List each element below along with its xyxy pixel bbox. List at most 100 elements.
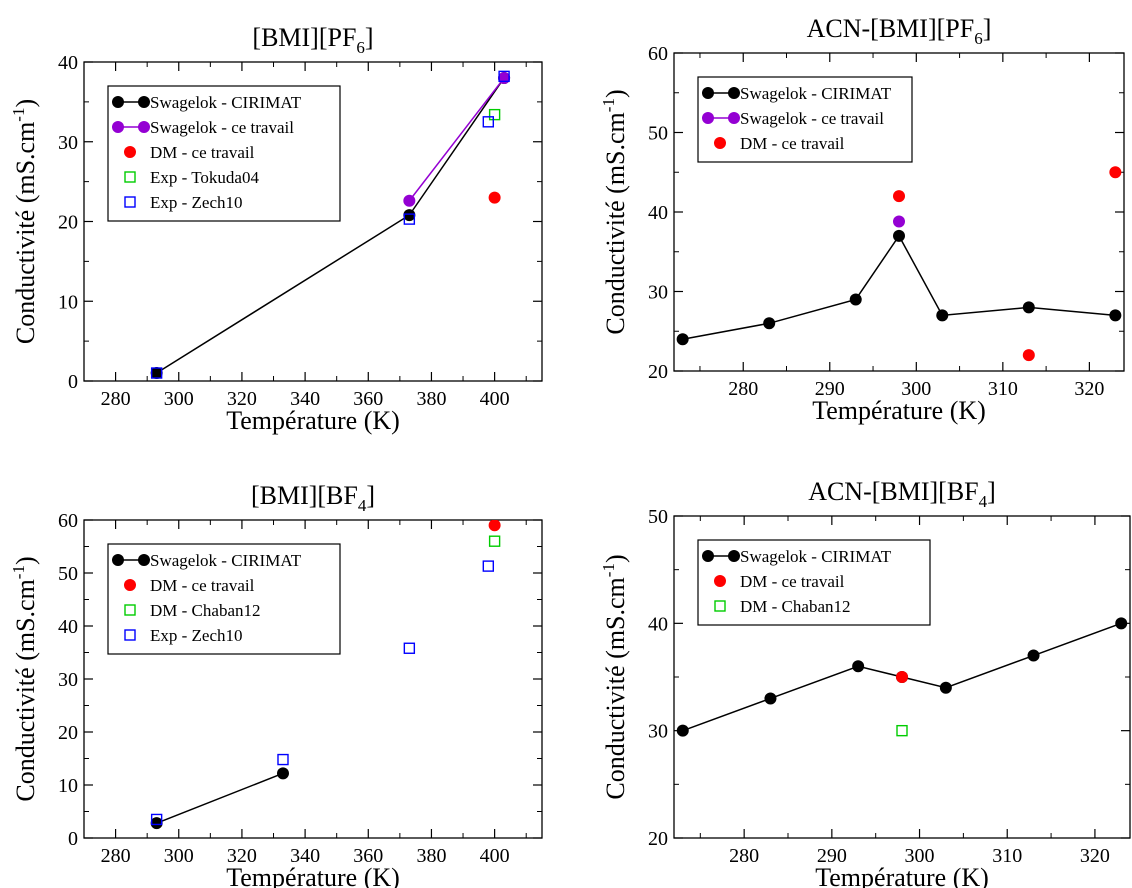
data-point xyxy=(763,317,776,330)
legend-box xyxy=(107,85,341,222)
y-tick-label: 0 xyxy=(68,828,78,850)
data-point xyxy=(276,767,289,780)
data-point xyxy=(896,724,908,737)
x-tick-label: 290 xyxy=(815,378,845,400)
data-point xyxy=(936,309,949,322)
data-point xyxy=(1022,349,1035,362)
legend-marker xyxy=(138,121,150,133)
series xyxy=(488,535,501,547)
series-line xyxy=(408,77,505,202)
y-axis-label-main: Conductivité (mS.cm xyxy=(601,112,630,334)
data-point xyxy=(1027,649,1040,662)
series xyxy=(488,108,501,121)
legend-marker xyxy=(124,171,136,183)
legend-marker xyxy=(124,604,136,616)
chart-4: 280 290 300 310 320 20 30 40 50 ACN-[BMI][BF4] Tem… xyxy=(599,477,1131,888)
data-point xyxy=(849,293,862,306)
data-point xyxy=(150,813,163,826)
legend: Swagelok - CIRIMAT Swagelok - ce travail D… xyxy=(107,85,341,222)
data-point xyxy=(893,190,905,203)
x-tick-label: 300 xyxy=(164,388,194,410)
data-point xyxy=(482,560,495,572)
legend-label: Swagelok - CIRIMAT xyxy=(740,84,892,103)
data-point xyxy=(893,229,905,242)
y-tick-label: 60 xyxy=(58,510,78,532)
chart-title-tail: ] xyxy=(987,477,996,506)
x-tick-label: 290 xyxy=(817,845,847,867)
x-axis-label: Température (K) xyxy=(812,396,986,425)
legend-marker xyxy=(124,196,136,208)
y-axis-label: Conductivité (mS.cm-1) xyxy=(9,556,40,801)
chart-title: ACN-[BMI][BF4] xyxy=(808,477,996,511)
y-axis-label-main: Conductivité (mS.cm xyxy=(11,579,40,801)
data-point xyxy=(277,753,289,766)
legend-label: DM - Chaban12 xyxy=(150,601,260,620)
legend: Swagelok - CIRIMAT Swagelok - ce travail D… xyxy=(697,76,913,163)
y-axis-label-tail: ) xyxy=(11,556,40,565)
series xyxy=(893,215,905,228)
data-point xyxy=(482,116,495,128)
data-point xyxy=(764,692,777,705)
data-layer xyxy=(150,520,501,830)
chart-title: ACN-[BMI][PF6] xyxy=(807,14,992,48)
x-tick-label: 340 xyxy=(290,388,320,410)
series xyxy=(896,671,908,683)
x-tick-label: 280 xyxy=(101,388,131,410)
chart-3: 280 300 320 340 360 380 400 0 10 20 30 40 50 60 [BMI][… xyxy=(9,481,543,888)
data-point xyxy=(676,724,689,737)
y-tick-label: 30 xyxy=(648,282,668,304)
series xyxy=(488,520,501,532)
series xyxy=(896,724,908,737)
series xyxy=(488,191,501,204)
data-point xyxy=(1115,617,1128,630)
data-point xyxy=(150,367,163,379)
chart-title-tail: ] xyxy=(983,14,992,43)
legend-marker xyxy=(138,96,150,108)
series xyxy=(150,767,289,830)
chart-title-main: ACN-[BMI][PF xyxy=(807,14,975,43)
y-axis-label-main: Conductivité (mS.cm xyxy=(601,577,630,799)
legend-marker xyxy=(702,87,714,99)
series-line xyxy=(156,772,284,824)
data-point xyxy=(488,191,501,204)
chart-title-subscript: 4 xyxy=(979,492,988,511)
data-layer xyxy=(676,617,1128,737)
y-tick-label: 30 xyxy=(58,669,78,691)
x-tick-label: 300 xyxy=(164,845,194,867)
y-axis-label-superscript: -1 xyxy=(9,565,28,579)
data-point xyxy=(1109,166,1122,179)
y-tick-label: 40 xyxy=(58,52,78,74)
chart-2: 280 290 300 310 320 20 30 40 50 60 ACN-[BMI][PF6] T… xyxy=(599,14,1125,425)
legend: Swagelok - CIRIMAT DM - ce travail DM - Ch… xyxy=(107,543,341,655)
y-tick-label: 50 xyxy=(648,123,668,145)
y-tick-label: 20 xyxy=(648,361,668,383)
data-point xyxy=(488,520,501,532)
legend-marker xyxy=(112,96,124,108)
x-tick-label: 300 xyxy=(905,845,935,867)
y-tick-label: 50 xyxy=(58,563,78,585)
legend-label: DM - ce travail xyxy=(740,572,845,591)
y-axis-label: Conductivité (mS.cm-1) xyxy=(599,554,630,799)
x-tick-label: 380 xyxy=(416,388,446,410)
y-axis-label-tail: ) xyxy=(11,99,40,108)
x-tick-label: 320 xyxy=(1080,845,1110,867)
x-tick-label: 280 xyxy=(101,845,131,867)
legend-label: Swagelok - CIRIMAT xyxy=(150,551,302,570)
legend-label: DM - ce travail xyxy=(740,134,845,153)
y-axis-label-main: Conductivité (mS.cm xyxy=(11,122,40,344)
series-line xyxy=(682,234,1116,340)
x-axis-label: Température (K) xyxy=(815,863,989,888)
legend-marker xyxy=(138,554,150,566)
legend-marker xyxy=(728,112,740,124)
x-tick-label: 280 xyxy=(729,845,759,867)
legend-marker xyxy=(124,629,136,641)
legend-marker xyxy=(714,575,726,587)
legend-marker xyxy=(702,112,714,124)
legend-label: Swagelok - ce travail xyxy=(150,118,294,137)
y-tick-label: 30 xyxy=(648,721,668,743)
y-tick-label: 20 xyxy=(648,828,668,850)
y-tick-label: 20 xyxy=(58,722,78,744)
x-axis-label: Température (K) xyxy=(226,406,400,435)
data-point xyxy=(488,535,501,547)
legend-label: Exp - Tokuda04 xyxy=(150,168,259,187)
